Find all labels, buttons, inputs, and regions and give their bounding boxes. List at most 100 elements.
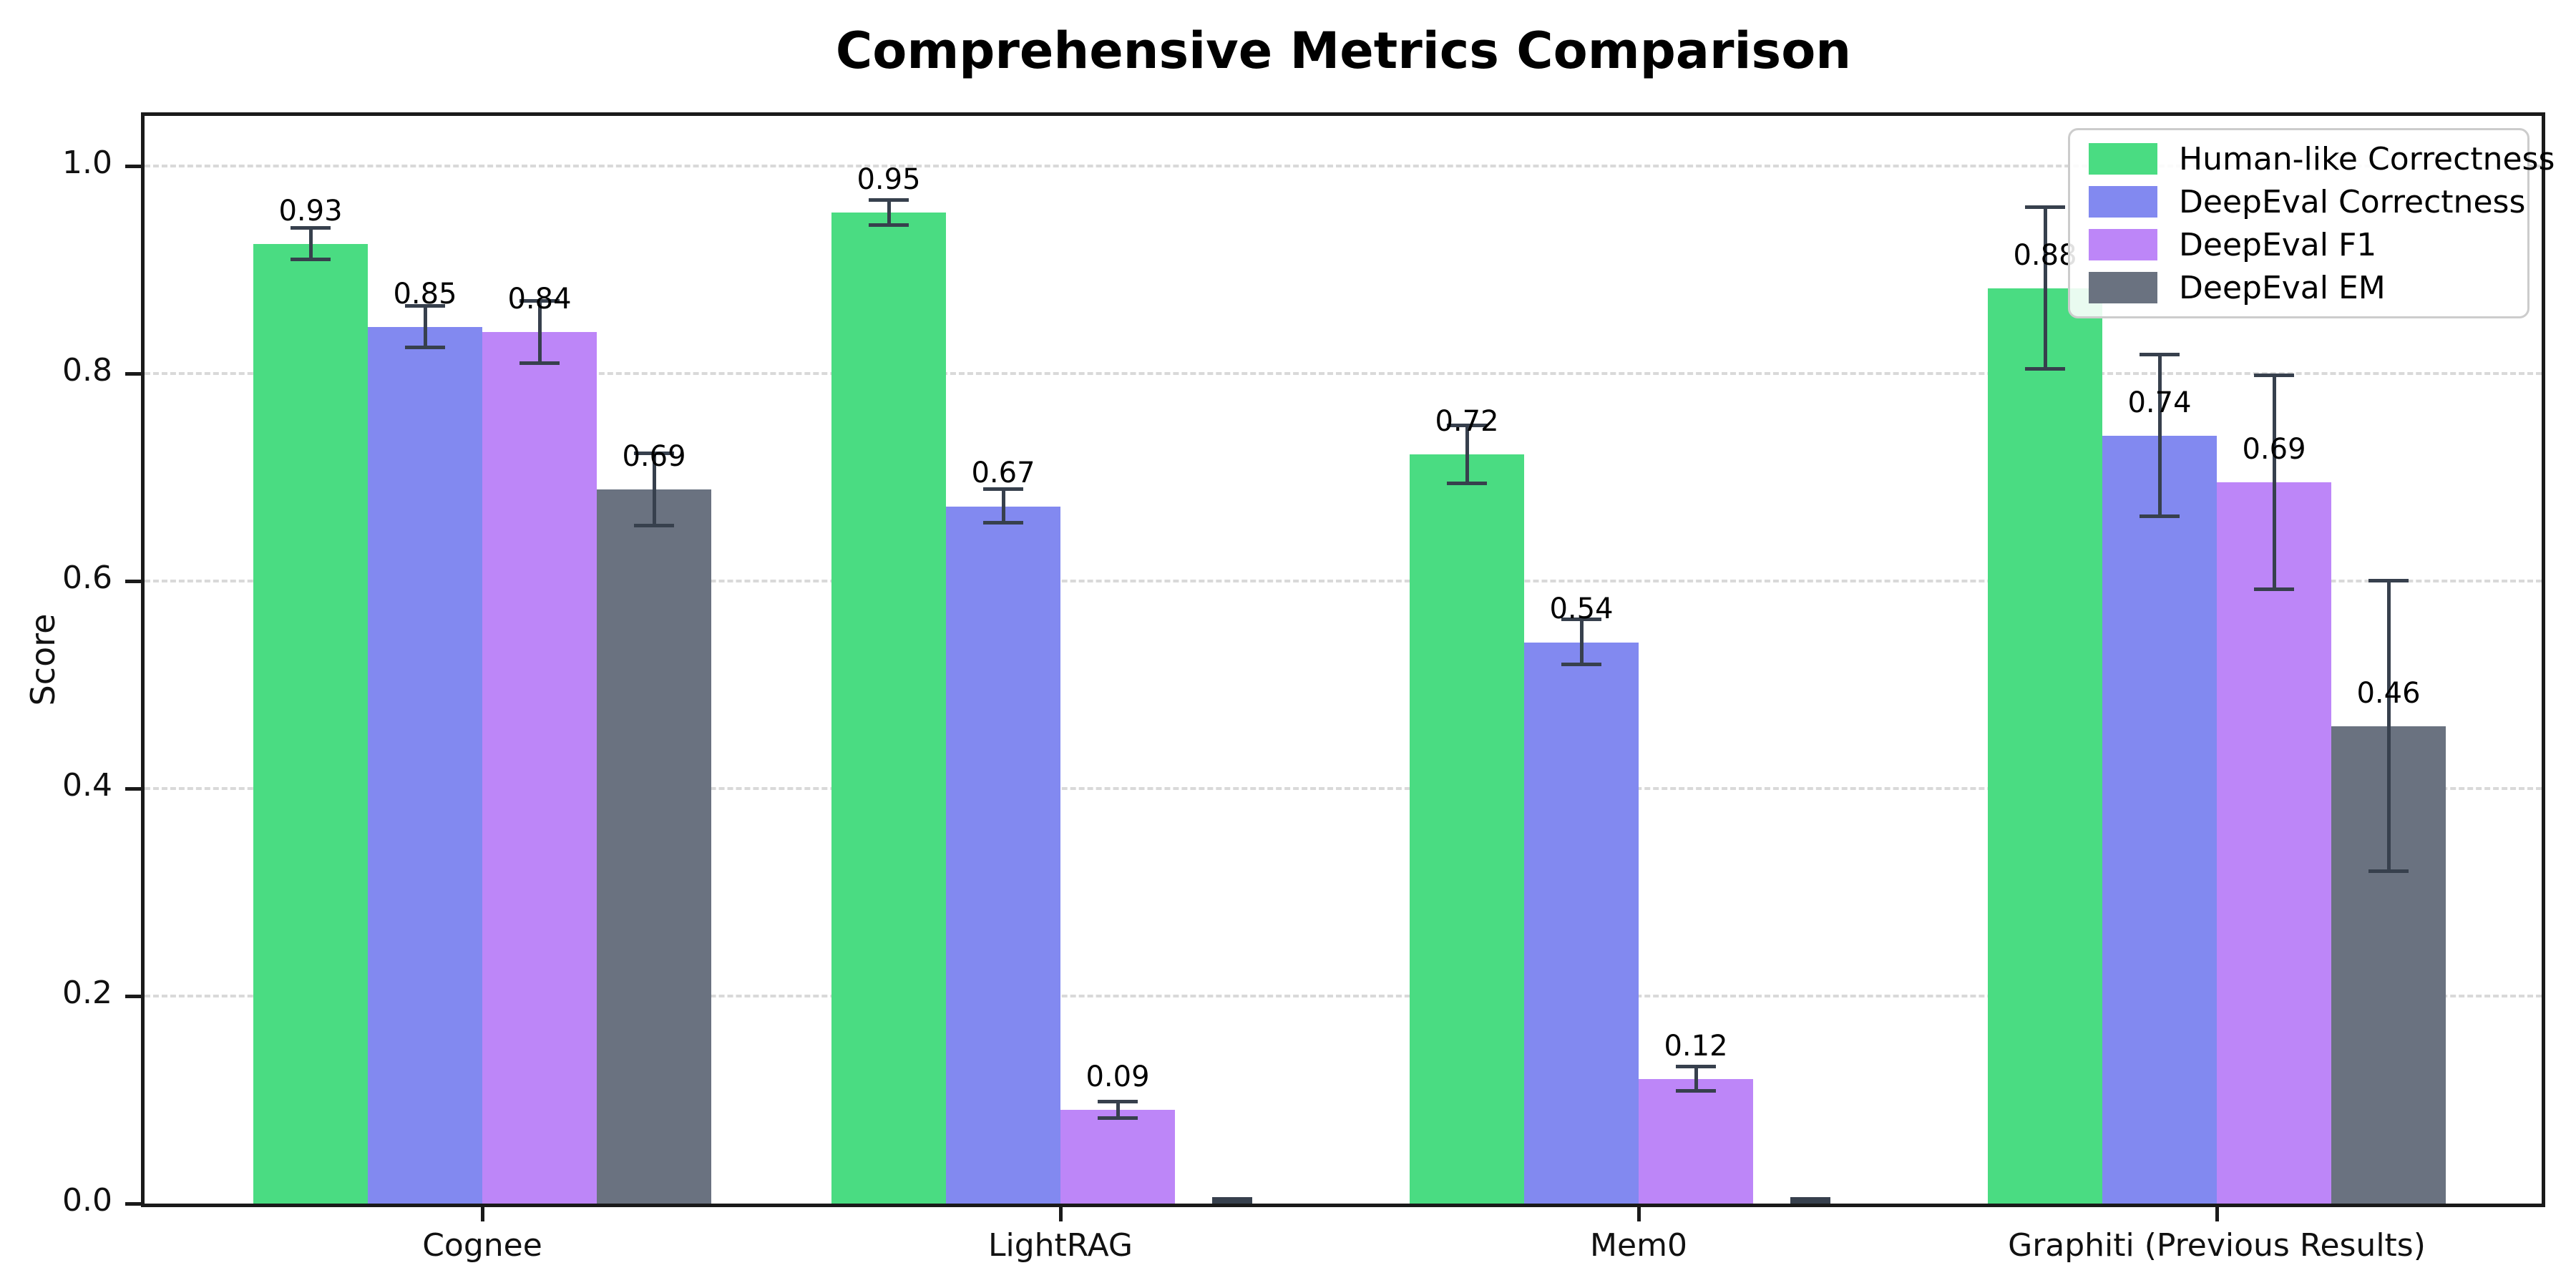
error-cap-bottom-deepeval-f1-3 [1676, 1089, 1716, 1093]
error-bar-deepeval-correctness-4 [2157, 354, 2162, 517]
chart-title: Comprehensive Metrics Comparison [835, 21, 1852, 80]
bar-deepeval-f1-2 [1060, 1110, 1175, 1204]
error-cap-bottom-deepeval-em-2 [1212, 1200, 1252, 1204]
error-bar-deepeval-em-4 [2386, 581, 2391, 872]
value-label-deepeval-correctness-1: 0.85 [393, 277, 457, 311]
error-bar-human-like-correctness-4 [2043, 208, 2047, 370]
value-label-deepeval-f1-1: 0.84 [507, 282, 572, 316]
x-tick-4 [2215, 1207, 2219, 1221]
error-cap-top-human-like-correctness-2 [869, 197, 909, 202]
y-tick-1.0 [125, 165, 141, 168]
error-cap-top-human-like-correctness-3 [1447, 423, 1487, 427]
error-cap-top-deepeval-em-4 [2368, 579, 2409, 582]
error-cap-top-deepeval-correctness-1 [405, 303, 445, 308]
legend-label-deepeval-correctness: DeepEval Correctness [2179, 183, 2526, 220]
bar-deepeval-f1-3 [1639, 1079, 1753, 1204]
gridline-0.8 [145, 372, 2542, 375]
value-label-human-like-correctness-1: 0.93 [278, 194, 343, 228]
error-cap-bottom-deepeval-correctness-1 [405, 345, 445, 349]
legend-item-deepeval-f1: DeepEval F1 [2089, 227, 2520, 263]
legend-label-human-like-correctness: Human-like Correctness [2179, 140, 2555, 177]
error-bar-deepeval-correctness-1 [423, 306, 427, 348]
legend-swatch-deepeval-f1 [2089, 229, 2157, 260]
bar-deepeval-correctness-1 [368, 327, 482, 1204]
error-cap-top-deepeval-em-3 [1790, 1197, 1830, 1201]
value-label-deepeval-em-1: 0.69 [622, 440, 686, 474]
legend-swatch-human-like-correctness [2089, 143, 2157, 175]
bar-human-like-correctness-2 [831, 213, 946, 1204]
error-cap-top-deepeval-f1-2 [1098, 1099, 1138, 1103]
error-bar-deepeval-f1-1 [537, 301, 542, 364]
error-cap-bottom-deepeval-f1-2 [1098, 1116, 1138, 1121]
bar-human-like-correctness-4 [1988, 288, 2102, 1204]
error-bar-deepeval-correctness-2 [1001, 489, 1005, 523]
error-bar-deepeval-f1-4 [2272, 375, 2276, 590]
error-cap-bottom-human-like-correctness-3 [1447, 481, 1487, 485]
value-label-deepeval-f1-3: 0.12 [1664, 1029, 1728, 1063]
gridline-0.4 [145, 787, 2542, 790]
y-tick-label-0.4: 0.4 [62, 767, 112, 804]
bar-deepeval-em-1 [597, 489, 711, 1204]
error-cap-bottom-deepeval-correctness-3 [1561, 663, 1601, 667]
legend-swatch-deepeval-em [2089, 272, 2157, 303]
x-tick-label-4: Graphiti (Previous Results) [2008, 1227, 2426, 1264]
error-cap-bottom-deepeval-em-3 [1790, 1200, 1830, 1204]
error-cap-top-deepeval-f1-4 [2254, 373, 2294, 377]
error-cap-top-deepeval-correctness-2 [983, 487, 1023, 492]
bar-deepeval-f1-4 [2217, 482, 2331, 1204]
legend-label-deepeval-f1: DeepEval F1 [2179, 226, 2377, 263]
error-cap-top-deepeval-f1-1 [519, 298, 560, 303]
y-tick-label-0.0: 0.0 [62, 1182, 112, 1219]
x-tick-1 [481, 1207, 484, 1221]
bar-deepeval-correctness-3 [1524, 643, 1639, 1204]
gridline-0.6 [145, 580, 2542, 582]
legend-item-human-like-correctness: Human-like Correctness [2089, 141, 2555, 177]
gridline-0.2 [145, 995, 2542, 997]
bar-human-like-correctness-1 [253, 244, 368, 1204]
x-tick-label-2: LightRAG [987, 1227, 1133, 1264]
error-cap-top-human-like-correctness-1 [291, 226, 331, 230]
error-bar-human-like-correctness-3 [1465, 425, 1469, 484]
y-axis-label: Score [24, 613, 62, 706]
y-tick-label-0.2: 0.2 [62, 975, 112, 1011]
value-label-human-like-correctness-4: 0.88 [2013, 238, 2077, 272]
bar-deepeval-correctness-4 [2102, 436, 2217, 1204]
error-cap-bottom-deepeval-f1-1 [519, 361, 560, 365]
x-tick-2 [1059, 1207, 1063, 1221]
error-cap-bottom-human-like-correctness-2 [869, 223, 909, 227]
error-bar-deepeval-f1-2 [1116, 1101, 1120, 1119]
bar-human-like-correctness-3 [1410, 454, 1524, 1204]
x-tick-label-3: Mem0 [1590, 1227, 1687, 1264]
y-tick-0.2 [125, 995, 141, 998]
error-cap-bottom-deepeval-correctness-4 [2140, 514, 2180, 519]
x-tick-3 [1637, 1207, 1641, 1221]
error-cap-top-deepeval-em-1 [634, 451, 674, 455]
error-cap-bottom-deepeval-em-1 [634, 524, 674, 528]
plot-inner: 0.93 0.95 0.72 0.88 0.85 0.67 0.54 0.74 0.84 0.09… [145, 116, 2542, 1204]
value-label-deepeval-correctness-4: 0.74 [2127, 386, 2192, 419]
error-cap-bottom-human-like-correctness-1 [291, 257, 331, 261]
legend-swatch-deepeval-correctness [2089, 186, 2157, 218]
error-cap-bottom-human-like-correctness-4 [2025, 367, 2065, 371]
error-cap-top-deepeval-correctness-4 [2140, 352, 2180, 356]
legend-item-deepeval-em: DeepEval EM [2089, 270, 2520, 306]
bar-deepeval-f1-1 [482, 332, 597, 1204]
y-tick-0.0 [125, 1202, 141, 1206]
error-cap-top-deepeval-f1-3 [1676, 1064, 1716, 1068]
y-tick-label-0.8: 0.8 [62, 352, 112, 389]
bar-deepeval-correctness-2 [946, 507, 1060, 1204]
y-tick-label-1.0: 1.0 [62, 145, 112, 181]
error-cap-bottom-deepeval-f1-4 [2254, 587, 2294, 591]
value-label-deepeval-f1-2: 0.09 [1085, 1060, 1150, 1094]
legend-item-deepeval-correctness: DeepEval Correctness [2089, 184, 2525, 220]
legend-label-deepeval-em: DeepEval EM [2179, 269, 2386, 306]
error-cap-bottom-deepeval-em-4 [2368, 869, 2409, 873]
value-label-human-like-correctness-2: 0.95 [857, 163, 921, 197]
error-cap-top-human-like-correctness-4 [2025, 205, 2065, 209]
value-label-deepeval-em-4: 0.46 [2356, 676, 2421, 710]
x-tick-label-1: Cognee [422, 1227, 542, 1264]
gridline-1.0 [145, 165, 2542, 167]
y-tick-0.6 [125, 580, 141, 583]
error-bar-deepeval-f1-3 [1694, 1066, 1698, 1092]
